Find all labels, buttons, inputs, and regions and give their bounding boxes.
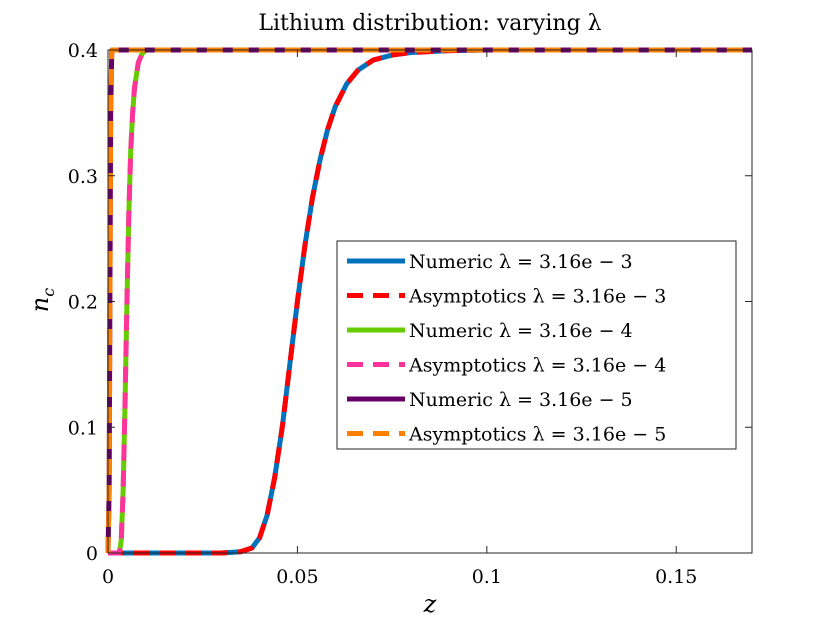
plot-lines bbox=[105, 47, 752, 556]
y-tick-label: 0.1 bbox=[68, 417, 98, 439]
legend-label-6: Asymptotics λ = 3.16e − 5 bbox=[408, 424, 666, 446]
x-tick-label: 0.15 bbox=[655, 566, 697, 588]
y-tick-label: 0.3 bbox=[68, 166, 98, 188]
y-tick-label: 0.2 bbox=[68, 292, 98, 314]
legend-box bbox=[336, 240, 737, 450]
y-axis-label: nc bbox=[26, 288, 58, 312]
legend-label-1: Numeric λ = 3.16e − 3 bbox=[409, 251, 633, 273]
x-tick-label: 0 bbox=[102, 566, 114, 588]
plot-frame bbox=[107, 49, 753, 554]
x-axis-label: z bbox=[423, 590, 437, 618]
chart-title: Lithium distribution: varying λ bbox=[258, 11, 601, 36]
legend-label-4: Asymptotics λ = 3.16e − 4 bbox=[408, 355, 666, 377]
x-tick-label: 0.05 bbox=[276, 566, 318, 588]
y-tick-label: 0 bbox=[86, 543, 98, 565]
y-tick-label: 0.4 bbox=[68, 40, 98, 62]
x-tick-label: 0.1 bbox=[472, 566, 502, 588]
legend-label-3: Numeric λ = 3.16e − 4 bbox=[409, 320, 633, 342]
legend-label-2: Asymptotics λ = 3.16e − 3 bbox=[408, 286, 666, 308]
legend-label-5: Numeric λ = 3.16e − 5 bbox=[409, 389, 633, 411]
y-axis-label-main: n bbox=[26, 297, 54, 312]
y-axis-label-subscript: c bbox=[39, 288, 58, 297]
series-line-4 bbox=[108, 47, 752, 556]
legend: Numeric λ = 3.16e − 3 Asymptotics λ = 3.1… bbox=[336, 240, 737, 450]
